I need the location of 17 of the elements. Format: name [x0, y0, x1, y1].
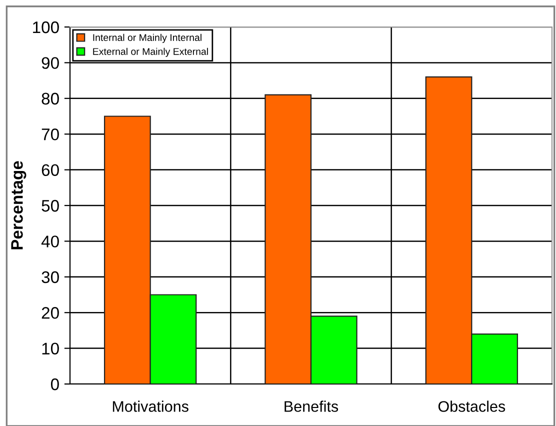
y-tick-label: 80 — [42, 92, 59, 105]
y-tick-label: 20 — [42, 307, 59, 319]
x-tick-label: Benefits — [284, 400, 338, 412]
y-tick-label: 90 — [42, 57, 59, 69]
x-tick-label: Motivations — [112, 400, 188, 412]
x-tick-label: Obstacles — [438, 400, 506, 412]
y-tick-label: 100 — [33, 21, 59, 34]
y-tick-label: 50 — [42, 200, 59, 212]
legend-label: Internal or Mainly Internal — [93, 34, 202, 43]
y-tick-label: 70 — [42, 128, 59, 140]
y-tick-label: 30 — [42, 271, 59, 284]
y-tick-label: 10 — [42, 342, 59, 355]
y-tick-label: 60 — [42, 164, 59, 176]
y-tick-label: 40 — [41, 236, 59, 248]
y-axis-title: Percentage — [11, 161, 26, 250]
legend-label: External or Mainly External — [93, 48, 208, 57]
y-tick-label: 0 — [50, 378, 59, 390]
